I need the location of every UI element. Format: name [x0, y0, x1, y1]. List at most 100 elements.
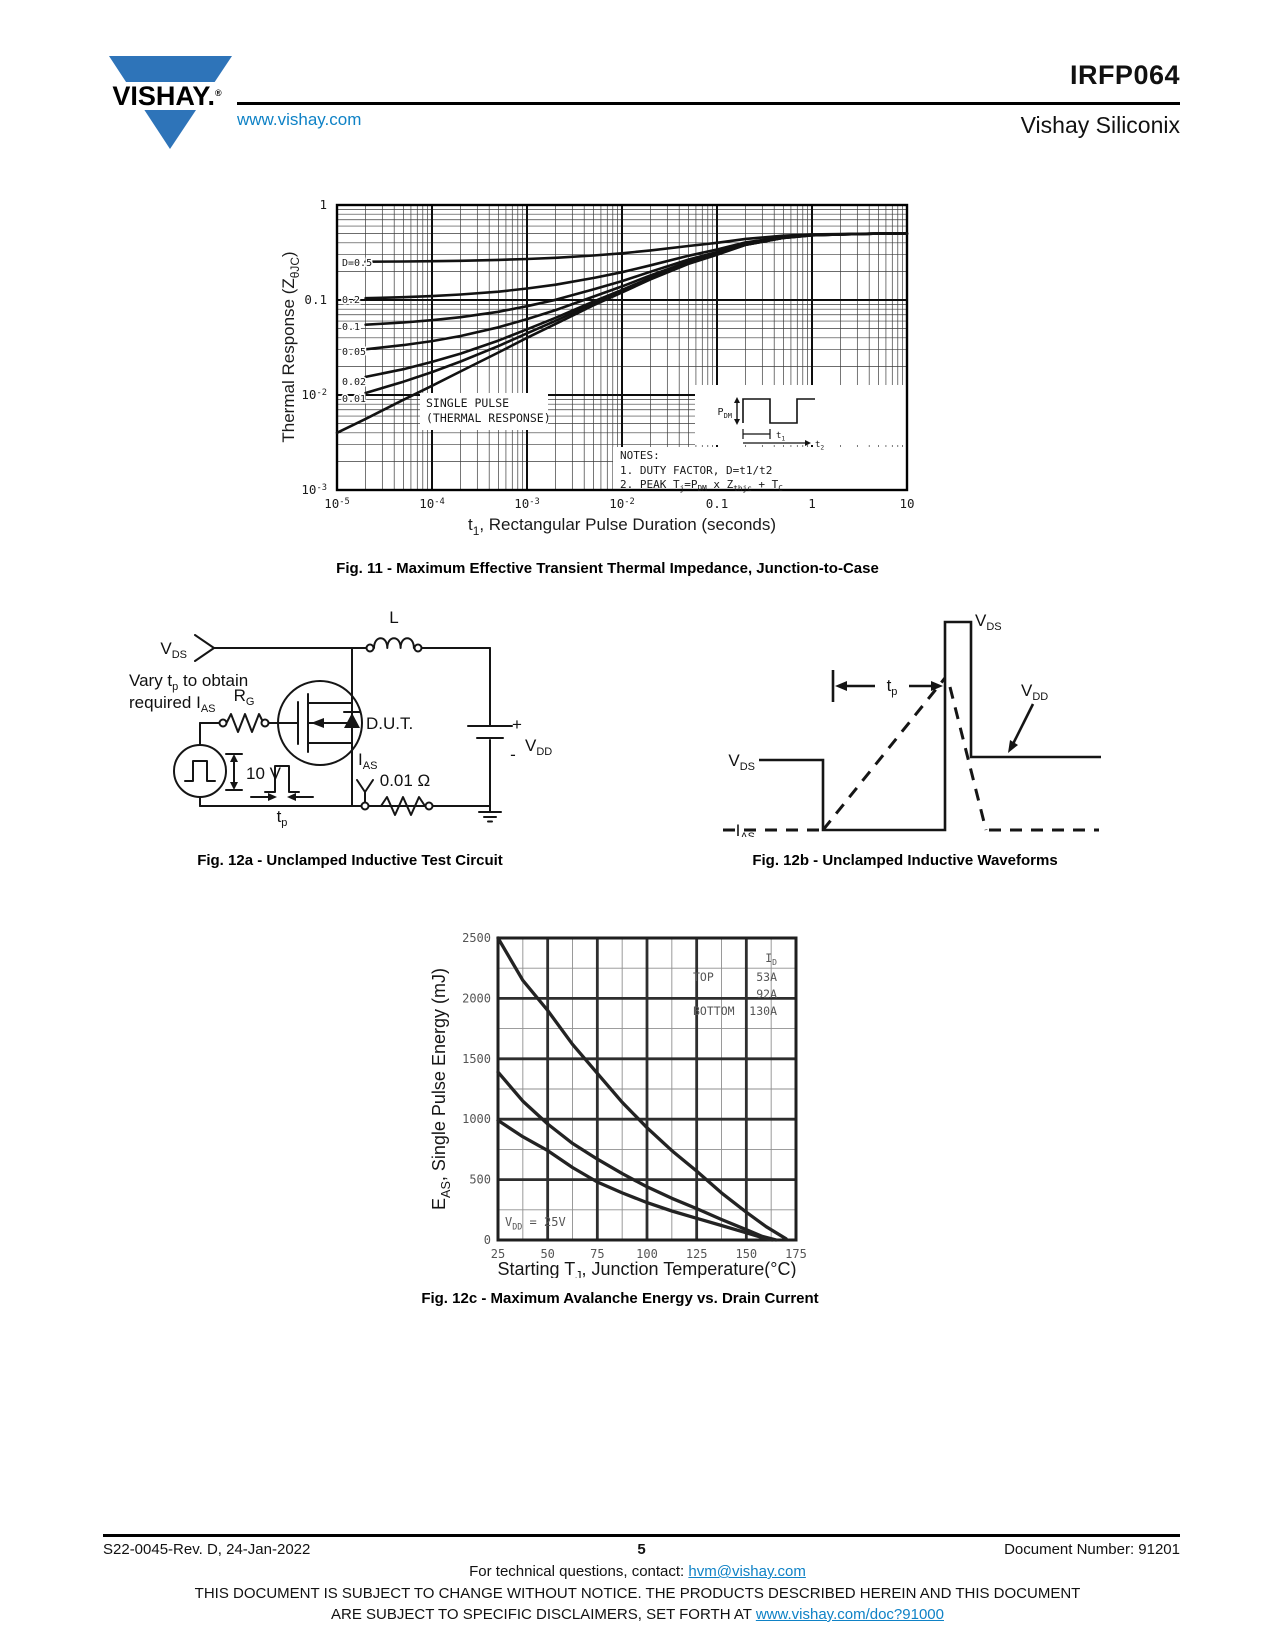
duty-cycle-label: 0.1 — [342, 322, 360, 333]
x-tick-label: 150 — [735, 1247, 757, 1261]
fig12a-caption: Fig. 12a - Unclamped Inductive Test Circ… — [197, 852, 503, 869]
footer-contact-line: For technical questions, contact: hvm@vi… — [0, 1563, 1275, 1580]
vdd-label: VDD — [525, 736, 552, 758]
vdd-label: VDD — [1021, 681, 1048, 703]
vishay-logo: VISHAY.® — [103, 56, 238, 149]
chart-curve — [496, 1070, 778, 1242]
circuit-labels: VDS L RG D.U.T. 10 V tp IAS 0.01 Ω + - V… — [129, 608, 552, 828]
footer-contact-email-link[interactable]: hvm@vishay.com — [688, 1563, 806, 1580]
condition-label: VDD = 25V — [505, 1215, 566, 1231]
waveform-labels: VDS IAS VDS VDD tp — [728, 611, 1048, 837]
legend-row-value: 92A — [756, 987, 777, 1001]
duty-cycle-label: 0.2 — [342, 295, 360, 306]
minus-label: - — [510, 745, 516, 764]
notes-text: NOTES: — [620, 449, 660, 462]
pdm-label: PDM — [718, 407, 732, 420]
notes-text: 1. DUTY FACTOR, D=t1/t2 — [620, 464, 772, 477]
duty-cycle-label: 0.02 — [342, 377, 366, 388]
note-line2: required IAS — [129, 693, 216, 715]
legend-row-value: 53A — [756, 970, 777, 984]
chart-curve — [335, 232, 909, 435]
waveform-traces — [723, 620, 1101, 832]
y-axis-title: EAS, Single Pulse Energy (mJ) — [429, 968, 453, 1210]
rg-label: RG — [234, 686, 255, 708]
fig11-curves — [335, 232, 909, 435]
brand-name: Vishay Siliconix — [1020, 112, 1180, 138]
y-tick-label: 10-3 — [301, 482, 327, 497]
single-pulse-label: (THERMAL RESPONSE) — [426, 411, 551, 425]
x-tick-label: 10-5 — [324, 496, 350, 511]
vds-left-label: VDS — [728, 751, 755, 773]
single-pulse-label: SINGLE PULSE — [426, 396, 509, 410]
footer-disclaimer-line1: THIS DOCUMENT IS SUBJECT TO CHANGE WITHO… — [194, 1585, 1081, 1602]
y-tick-label: 0.1 — [304, 292, 327, 307]
y-tick-label: 500 — [469, 1173, 491, 1187]
tp-label: tp — [887, 676, 898, 698]
y-tick-label: 1000 — [462, 1112, 491, 1126]
header-rule — [237, 102, 1180, 105]
footer-disclaimer-line2: ARE SUBJECT TO SPECIFIC DISCLAIMERS, SET… — [0, 1606, 1275, 1623]
y-tick-label: 0 — [484, 1233, 491, 1247]
t2-label: t2 — [815, 440, 824, 452]
x-tick-label: 50 — [540, 1247, 554, 1261]
legend-row-value: 130A — [749, 1004, 777, 1018]
y-axis-title: Thermal Response (ZθJC) — [280, 251, 302, 442]
plus-label: + — [512, 715, 522, 734]
pulse-generator-icon — [184, 760, 216, 782]
footer-disclaimer-prefix: ARE SUBJECT TO SPECIFIC DISCLAIMERS, SET… — [331, 1606, 756, 1623]
x-tick-label: 100 — [636, 1247, 658, 1261]
body-diode-icon — [344, 713, 360, 728]
y-tick-label: 2000 — [462, 991, 491, 1005]
t1-label: t1 — [776, 431, 785, 443]
y-tick-label: 2500 — [462, 931, 491, 945]
ias-label: IAS — [736, 821, 755, 837]
legend-id-header: ID — [765, 951, 777, 967]
vds-top-label: VDS — [975, 611, 1002, 633]
x-tick-label: 75 — [590, 1247, 604, 1261]
y-tick-label: 1500 — [462, 1052, 491, 1066]
x-axis-title: Starting TJ, Junction Temperature(°C) — [498, 1259, 797, 1278]
fig12c-caption: Fig. 12c - Maximum Avalanche Energy vs. … — [421, 1290, 819, 1307]
tp-label: tp — [277, 807, 288, 828]
fig11-caption: Fig. 11 - Maximum Effective Transient Th… — [336, 560, 879, 577]
fig12c-curves — [496, 936, 788, 1242]
pdm-inset-icon: PDM t1 t2 — [718, 397, 824, 452]
legend-row-label: BOTTOM — [693, 1004, 735, 1018]
fig12b-waveform-diagram: VDS IAS VDS VDD tp — [723, 611, 1101, 837]
fig11-svg: D=0.5 0.2 0.1 0.05 0.02 0.01 SINGLE PULSE(THER… — [279, 195, 935, 540]
inductor-label: L — [389, 608, 398, 627]
x-tick-label: 10-4 — [419, 496, 445, 511]
y-tick-label: 1 — [319, 197, 327, 212]
x-tick-label: 25 — [491, 1247, 505, 1261]
x-tick-label: 1 — [808, 496, 816, 511]
dut-label: D.U.T. — [366, 714, 413, 733]
fig12c-svg: ID TOP 53A 92A BOTTOM 130A VDD = 25V 25 50 75 100 1… — [425, 878, 855, 1283]
fig12b-caption: Fig. 12b - Unclamped Inductive Waveforms — [752, 852, 1058, 869]
footer-doc-number: Document Number: 91201 — [1004, 1541, 1180, 1558]
footer-contact-prefix: For technical questions, contact: — [469, 1563, 689, 1580]
legend-row-label: TOP — [693, 970, 714, 984]
x-tick-label: 125 — [686, 1247, 708, 1261]
resistor-label: 0.01 Ω — [380, 771, 431, 790]
duty-cycle-label: 0.01 — [342, 394, 366, 405]
duty-cycle-label: D=0.5 — [342, 258, 372, 269]
circuit-wires — [173, 634, 513, 823]
fig11-thermal-impedance-chart: D=0.5 0.2 0.1 0.05 0.02 0.01 SINGLE PULSE (THER… — [279, 195, 935, 540]
logo-band — [103, 82, 238, 110]
x-tick-label: 10 — [899, 496, 914, 511]
vishay-url-link[interactable]: www.vishay.com — [237, 110, 362, 129]
logo-wordmark: VISHAY.® — [112, 81, 222, 111]
x-tick-label: 10-3 — [514, 496, 540, 511]
footer-disclaimer-link[interactable]: www.vishay.com/doc?91000 — [755, 1606, 944, 1623]
notes-text: 2. PEAK Tj=PDM x Zthjc + TC — [620, 478, 783, 493]
x-tick-label: 175 — [785, 1247, 807, 1261]
chart-curve — [496, 1118, 774, 1242]
footer-revision: S22-0045-Rev. D, 24-Jan-2022 — [103, 1541, 311, 1558]
fig12a-circuit-diagram: VDS L RG D.U.T. 10 V tp IAS 0.01 Ω + - V… — [129, 608, 552, 828]
vds-label: VDS — [160, 639, 187, 661]
chart-curve — [496, 936, 788, 1241]
footer-rule — [103, 1534, 1180, 1537]
y-tick-label: 10-2 — [301, 387, 327, 402]
duty-cycle-label: 0.05 — [342, 347, 366, 358]
